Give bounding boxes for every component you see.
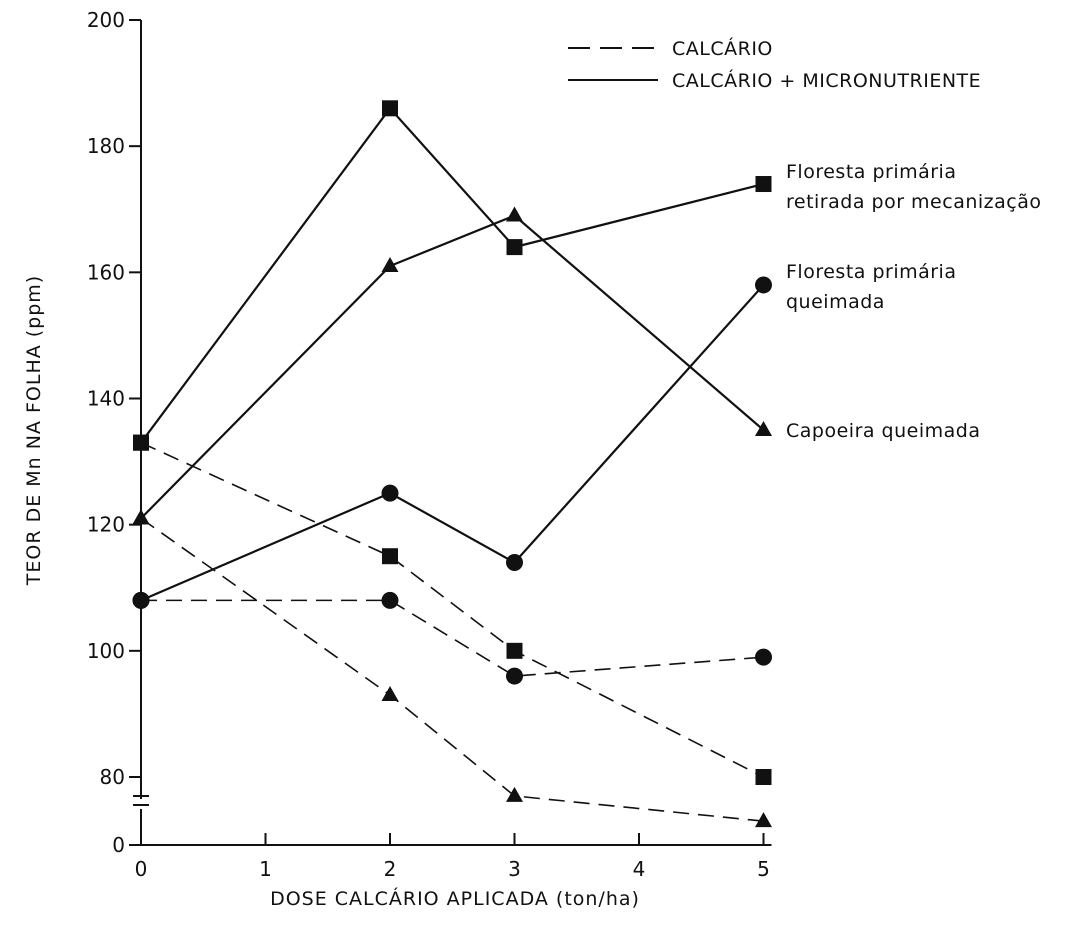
x-axis-title: DOSE CALCÁRIO APLICADA (ton/ha) <box>270 887 640 910</box>
data-point-square <box>506 642 523 659</box>
data-point-triangle <box>506 206 523 222</box>
x-tick-label: 5 <box>757 857 770 881</box>
data-point-triangle <box>755 421 772 437</box>
data-point-square <box>755 176 772 193</box>
series-line-circle-dashed <box>141 599 764 677</box>
x-tick-label: 3 <box>508 857 521 881</box>
y-tick-label: 100 <box>87 639 125 663</box>
y-tick-label: 140 <box>87 387 125 411</box>
x-axis-ticks: 0 1 2 3 4 5 <box>135 833 770 881</box>
data-point-circle <box>506 667 523 685</box>
data-point-triangle <box>381 685 399 701</box>
data-point-square <box>382 548 398 565</box>
y-tick-label: 160 <box>87 260 125 284</box>
x-tick-label: 2 <box>384 857 397 881</box>
series-label-square: Floresta primária <box>786 161 956 183</box>
data-point-square <box>506 239 523 256</box>
x-tick-label: 4 <box>633 857 646 881</box>
y-tick-label: 180 <box>87 134 125 158</box>
series-labels: Floresta primária retirada por mecanizaçã… <box>786 161 1041 442</box>
y-tick-label: 200 <box>87 8 125 32</box>
series-line-square-solid <box>140 106 764 444</box>
legend: CALCÁRIO CALCÁRIO + MICRONUTRIENTE <box>568 37 981 92</box>
series-markers <box>132 100 772 828</box>
series-line-triangle-solid <box>140 214 765 520</box>
y-axis-break <box>133 795 149 806</box>
series-line-circle-solid <box>140 284 765 602</box>
data-point-triangle <box>506 786 523 802</box>
data-point-square <box>133 434 149 451</box>
data-point-triangle <box>132 509 150 525</box>
series-line-triangle-dashed <box>140 517 764 822</box>
data-point-triangle <box>755 812 772 828</box>
data-point-circle <box>755 276 772 294</box>
y-tick-label: 80 <box>100 765 125 789</box>
data-point-circle <box>381 484 399 502</box>
series-label-square: retirada por mecanização <box>786 191 1041 213</box>
x-tick-label: 0 <box>135 857 148 881</box>
data-point-triangle <box>381 257 399 273</box>
series-label-circle: queimada <box>786 291 885 313</box>
data-point-circle <box>755 648 772 666</box>
series-lines <box>140 106 765 822</box>
legend-label: CALCÁRIO + MICRONUTRIENTE <box>672 69 981 92</box>
x-tick-label: 1 <box>259 857 272 881</box>
series-label-triangle: Capoeira queimada <box>786 420 980 442</box>
y-tick-label: 0 <box>112 833 125 857</box>
axes <box>133 20 772 846</box>
data-point-circle <box>381 591 399 609</box>
data-point-circle <box>506 554 523 572</box>
data-point-circle <box>132 591 150 609</box>
series-label-circle: Floresta primária <box>786 261 956 283</box>
data-point-square <box>382 100 398 117</box>
legend-label: CALCÁRIO <box>672 37 773 60</box>
data-point-square <box>755 769 772 785</box>
y-axis-title: TEOR DE Mn NA FOLHA (ppm) <box>23 275 45 586</box>
y-tick-label: 120 <box>87 513 125 537</box>
y-axis-ticks: 0 80 100 120 140 160 180 200 <box>87 8 141 857</box>
series-line-square-dashed <box>140 441 764 778</box>
